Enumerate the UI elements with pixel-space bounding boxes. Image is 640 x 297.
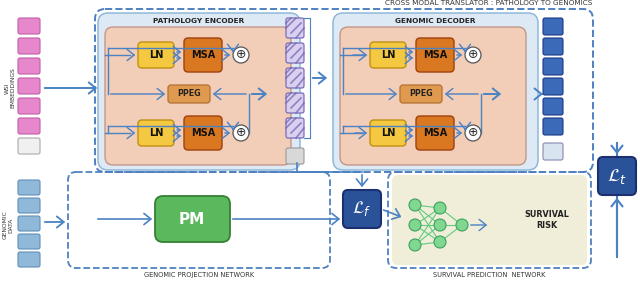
Text: WSI
EMBEDDINGS: WSI EMBEDDINGS	[4, 68, 15, 108]
FancyBboxPatch shape	[343, 190, 381, 228]
Text: LN: LN	[149, 50, 163, 60]
Text: MSA: MSA	[423, 50, 447, 60]
FancyBboxPatch shape	[18, 234, 40, 249]
Text: GENOMIC DECODER: GENOMIC DECODER	[395, 18, 476, 24]
Text: $\mathcal{L}_f$: $\mathcal{L}_f$	[353, 200, 372, 219]
FancyBboxPatch shape	[18, 138, 40, 154]
Text: $\mathcal{L}_t$: $\mathcal{L}_t$	[607, 167, 627, 186]
FancyBboxPatch shape	[18, 198, 40, 213]
FancyBboxPatch shape	[18, 18, 40, 34]
Text: MSA: MSA	[191, 50, 215, 60]
Circle shape	[233, 47, 249, 63]
Text: LN: LN	[381, 128, 395, 138]
FancyBboxPatch shape	[543, 18, 563, 35]
Circle shape	[465, 47, 481, 63]
FancyBboxPatch shape	[543, 38, 563, 55]
Text: $\oplus$: $\oplus$	[236, 48, 246, 61]
FancyBboxPatch shape	[392, 175, 587, 265]
Text: SURVIVAL PREDICTION  NETWORK: SURVIVAL PREDICTION NETWORK	[433, 272, 545, 278]
Circle shape	[434, 202, 446, 214]
FancyBboxPatch shape	[105, 27, 291, 165]
Text: $\oplus$: $\oplus$	[467, 127, 479, 140]
FancyBboxPatch shape	[400, 85, 442, 103]
Circle shape	[465, 125, 481, 141]
FancyBboxPatch shape	[543, 98, 563, 115]
FancyBboxPatch shape	[286, 18, 304, 38]
FancyBboxPatch shape	[184, 38, 222, 72]
Text: MSA: MSA	[191, 128, 215, 138]
FancyBboxPatch shape	[416, 38, 454, 72]
Circle shape	[456, 219, 468, 231]
Circle shape	[434, 236, 446, 248]
Circle shape	[409, 239, 421, 251]
FancyBboxPatch shape	[286, 118, 304, 138]
FancyBboxPatch shape	[18, 58, 40, 74]
Text: GENOMIC PROJECTION NETWORK: GENOMIC PROJECTION NETWORK	[144, 272, 254, 278]
Circle shape	[434, 219, 446, 231]
FancyBboxPatch shape	[18, 38, 40, 54]
Text: PPEG: PPEG	[177, 89, 201, 99]
Text: LN: LN	[149, 128, 163, 138]
Text: GENOMIC
DATA: GENOMIC DATA	[3, 211, 13, 239]
Text: LN: LN	[381, 50, 395, 60]
FancyBboxPatch shape	[18, 78, 40, 94]
FancyBboxPatch shape	[286, 68, 304, 88]
FancyBboxPatch shape	[138, 120, 174, 146]
Text: SURVIVAL
RISK: SURVIVAL RISK	[525, 210, 570, 230]
FancyBboxPatch shape	[98, 13, 300, 170]
FancyBboxPatch shape	[340, 27, 526, 165]
FancyBboxPatch shape	[543, 58, 563, 75]
FancyBboxPatch shape	[18, 252, 40, 267]
Text: PM: PM	[179, 211, 205, 227]
Text: $\oplus$: $\oplus$	[236, 127, 246, 140]
FancyBboxPatch shape	[370, 42, 406, 68]
FancyBboxPatch shape	[543, 118, 563, 135]
FancyBboxPatch shape	[370, 120, 406, 146]
FancyBboxPatch shape	[286, 93, 304, 113]
FancyBboxPatch shape	[18, 98, 40, 114]
Circle shape	[233, 125, 249, 141]
FancyBboxPatch shape	[18, 118, 40, 134]
FancyBboxPatch shape	[18, 180, 40, 195]
Text: $\oplus$: $\oplus$	[467, 48, 479, 61]
Text: PPEG: PPEG	[409, 89, 433, 99]
FancyBboxPatch shape	[286, 148, 304, 164]
FancyBboxPatch shape	[416, 116, 454, 150]
FancyBboxPatch shape	[138, 42, 174, 68]
FancyBboxPatch shape	[333, 13, 538, 170]
FancyBboxPatch shape	[543, 78, 563, 95]
FancyBboxPatch shape	[184, 116, 222, 150]
FancyBboxPatch shape	[18, 216, 40, 231]
Text: MSA: MSA	[423, 128, 447, 138]
Circle shape	[409, 199, 421, 211]
Circle shape	[409, 219, 421, 231]
Text: PATHOLOGY ENCODER: PATHOLOGY ENCODER	[154, 18, 244, 24]
FancyBboxPatch shape	[598, 157, 636, 195]
FancyBboxPatch shape	[155, 196, 230, 242]
FancyBboxPatch shape	[286, 43, 304, 63]
Text: CROSS MODAL TRANSLATOR : PATHOLOGY TO GENOMICS: CROSS MODAL TRANSLATOR : PATHOLOGY TO GE…	[385, 0, 592, 6]
FancyBboxPatch shape	[168, 85, 210, 103]
FancyBboxPatch shape	[543, 143, 563, 160]
